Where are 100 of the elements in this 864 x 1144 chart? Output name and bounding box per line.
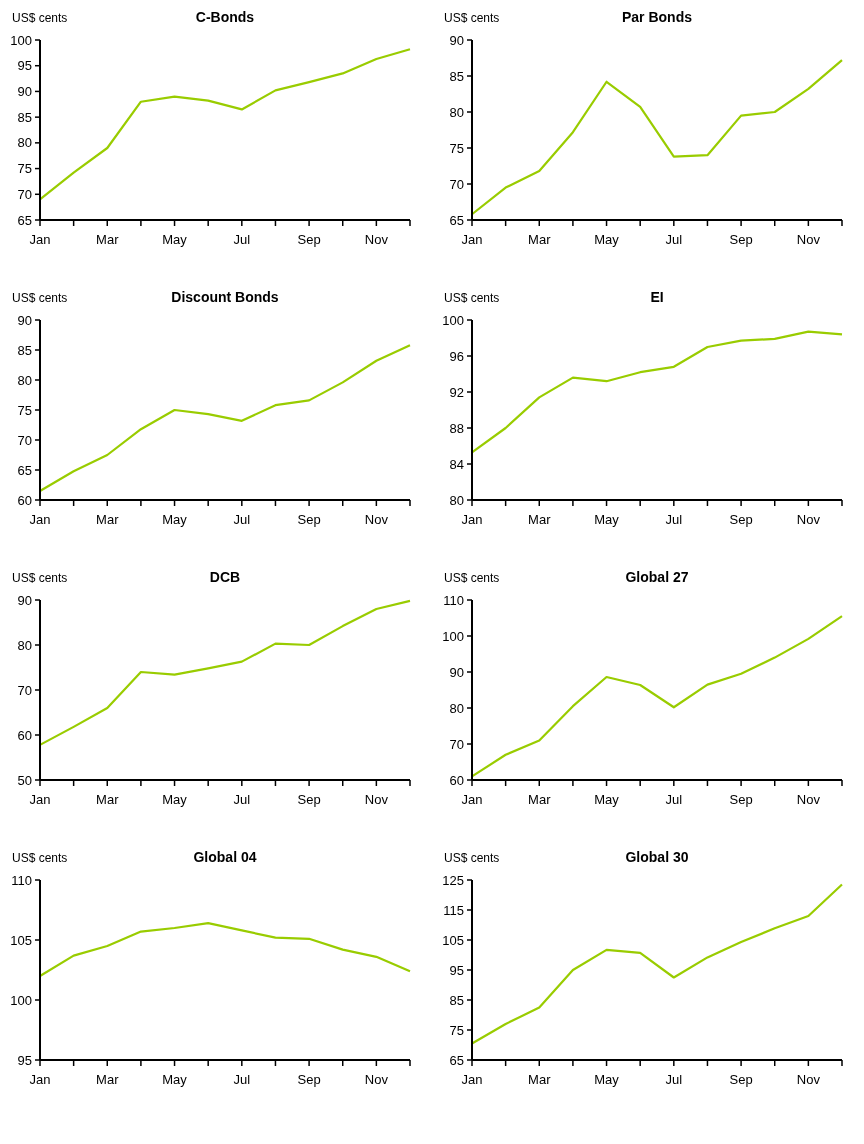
chart-title: Global 30 — [625, 849, 689, 865]
y-tick-label: 100 — [442, 628, 464, 644]
x-tick-label: Jul — [665, 232, 683, 247]
y-axis-title: US$ cents — [12, 851, 68, 865]
y-tick-label: 70 — [17, 682, 32, 698]
y-axis-title: US$ cents — [12, 571, 68, 585]
y-tick-label: 70 — [17, 432, 32, 448]
x-tick-label: Mar — [528, 232, 552, 247]
y-tick-label: 85 — [449, 992, 464, 1008]
y-tick-label: 75 — [17, 161, 32, 177]
y-tick-label: 80 — [449, 104, 464, 120]
x-tick-label: Sep — [729, 512, 753, 527]
x-tick-label: Jul — [233, 512, 251, 527]
x-tick-label: May — [162, 512, 188, 527]
line-series — [38, 344, 412, 493]
x-tick-label: Jan — [461, 232, 483, 247]
y-tick-label: 125 — [442, 872, 464, 888]
x-tick-label: Jul — [233, 1072, 251, 1087]
line-series — [38, 48, 412, 201]
y-axis-title: US$ cents — [444, 11, 500, 25]
x-tick-label: Mar — [96, 1072, 120, 1087]
chart-title: Par Bonds — [621, 9, 693, 25]
y-tick-label: 90 — [17, 83, 32, 99]
y-tick-label: 100 — [10, 32, 32, 48]
x-tick-label: Sep — [297, 512, 321, 527]
x-tick-label: Sep — [297, 792, 321, 807]
chart-title: Discount Bonds — [171, 289, 279, 305]
y-axis-title: US$ cents — [444, 851, 500, 865]
y-tick-label: 85 — [17, 109, 32, 125]
y-tick-label: 100 — [10, 992, 32, 1008]
y-axis-title: US$ cents — [12, 11, 68, 25]
y-tick-label: 65 — [449, 212, 464, 228]
x-tick-label: Jan — [29, 1072, 51, 1087]
chart-title: Global 04 — [193, 849, 257, 865]
y-tick-label: 95 — [17, 58, 32, 74]
x-tick-label: Nov — [364, 512, 389, 527]
x-tick-label: Jan — [29, 512, 51, 527]
x-tick-label: Nov — [796, 792, 821, 807]
line-series — [38, 922, 412, 978]
x-tick-label: Mar — [528, 512, 552, 527]
y-tick-label: 50 — [17, 772, 32, 788]
x-tick-label: Nov — [796, 232, 821, 247]
x-tick-label: Nov — [364, 1072, 389, 1087]
y-tick-label: 75 — [449, 140, 464, 156]
y-tick-label: 60 — [17, 727, 32, 743]
y-axis-title: US$ cents — [444, 571, 500, 585]
x-tick-label: Sep — [297, 1072, 321, 1087]
y-tick-label: 80 — [449, 700, 464, 716]
y-axis-title: US$ cents — [12, 291, 68, 305]
x-tick-label: Jan — [461, 792, 483, 807]
x-tick-label: Jan — [29, 232, 51, 247]
y-tick-label: 80 — [17, 372, 32, 388]
line-series — [470, 883, 844, 1045]
x-tick-label: May — [162, 792, 188, 807]
x-tick-label: Sep — [729, 232, 753, 247]
x-tick-label: Nov — [364, 232, 389, 247]
x-tick-label: Nov — [364, 792, 389, 807]
y-tick-label: 70 — [17, 186, 32, 202]
chart-title: DCB — [209, 569, 241, 585]
y-tick-label: 60 — [17, 492, 32, 508]
x-tick-label: May — [162, 1072, 188, 1087]
y-tick-label: 80 — [449, 492, 464, 508]
x-tick-label: Mar — [528, 1072, 552, 1087]
x-tick-label: Nov — [796, 512, 821, 527]
y-tick-label: 80 — [17, 637, 32, 653]
chart-title: C-Bonds — [195, 9, 255, 25]
line-series — [38, 599, 412, 746]
y-tick-label: 85 — [17, 342, 32, 358]
x-tick-label: Jul — [665, 512, 683, 527]
y-tick-label: 95 — [17, 1052, 32, 1068]
y-tick-label: 84 — [449, 456, 464, 472]
y-tick-label: 95 — [449, 962, 464, 978]
y-tick-label: 80 — [17, 135, 32, 151]
x-tick-label: Jul — [665, 792, 683, 807]
y-tick-label: 105 — [10, 932, 32, 948]
x-tick-label: Nov — [796, 1072, 821, 1087]
x-tick-label: Jul — [233, 792, 251, 807]
y-tick-label: 65 — [17, 462, 32, 478]
y-axis-title: US$ cents — [444, 291, 500, 305]
chart-title: Global 27 — [625, 569, 689, 585]
y-tick-label: 90 — [17, 592, 32, 608]
y-tick-label: 105 — [442, 932, 464, 948]
x-tick-label: Jan — [29, 792, 51, 807]
x-tick-label: May — [594, 1072, 620, 1087]
x-tick-label: Jan — [461, 512, 483, 527]
x-tick-label: Sep — [297, 232, 321, 247]
x-tick-label: Mar — [96, 512, 120, 527]
x-tick-label: May — [594, 792, 620, 807]
line-series — [470, 330, 844, 454]
y-tick-label: 70 — [449, 176, 464, 192]
x-tick-label: Jul — [665, 1072, 683, 1087]
y-tick-label: 65 — [17, 212, 32, 228]
x-tick-label: Mar — [528, 792, 552, 807]
x-tick-label: May — [162, 232, 188, 247]
y-tick-label: 65 — [449, 1052, 464, 1068]
x-tick-label: May — [594, 512, 620, 527]
chart-title: EI — [650, 289, 664, 305]
y-tick-label: 90 — [449, 664, 464, 680]
x-tick-label: May — [594, 232, 620, 247]
y-tick-label: 75 — [449, 1022, 464, 1038]
